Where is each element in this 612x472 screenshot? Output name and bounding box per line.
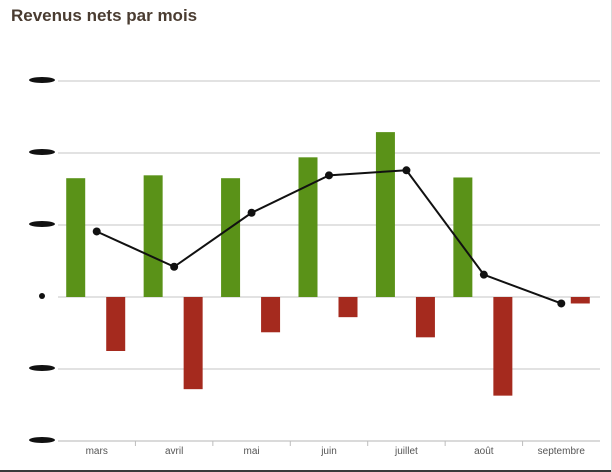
negative-bar [261,297,281,333]
grid-lines [58,80,600,442]
negative-bar [183,297,203,390]
y-tick-label-redacted [29,149,55,155]
positive-bar [375,132,395,297]
positive-bar [453,177,473,297]
net-line-point [557,299,566,308]
x-tick-label: juillet [394,446,418,457]
negative-bars [106,297,590,396]
y-tick-label-redacted [29,365,55,371]
positive-bar [66,178,86,297]
net-line [96,169,562,305]
y-tick-label-redacted [29,77,55,83]
negative-bar [106,297,126,351]
net-line-point [92,227,101,236]
x-tick-label: août [474,446,494,457]
y-tick-label-redacted [29,437,55,443]
net-line-point [402,166,411,175]
positive-bar [298,157,318,297]
x-tick-label: mars [86,446,108,457]
net-line-point [170,262,179,271]
bottom-border [0,470,612,472]
x-tick-label: juin [320,446,337,457]
chart-title: Revenus nets par mois [11,6,198,25]
x-axis-ticks: mars avril mai juin juillet août septembre [86,441,586,457]
negative-bar [570,297,590,304]
net-line-series [92,166,566,308]
positive-bars [66,132,473,297]
negative-bar [338,297,358,318]
positive-bar [143,175,163,297]
x-tick-label: avril [165,446,183,457]
y-tick-label-redacted [29,221,55,227]
y-tick-label-redacted [39,293,45,299]
y-axis-obscured-labels [29,77,55,443]
negative-bar [493,297,513,396]
net-line-point [325,171,333,180]
net-line-point [247,208,256,217]
negative-bar [415,297,435,338]
x-tick-label: mai [244,446,260,457]
x-tick-label: septembre [538,446,586,457]
net-line-point [479,270,488,279]
positive-bar [221,178,241,297]
